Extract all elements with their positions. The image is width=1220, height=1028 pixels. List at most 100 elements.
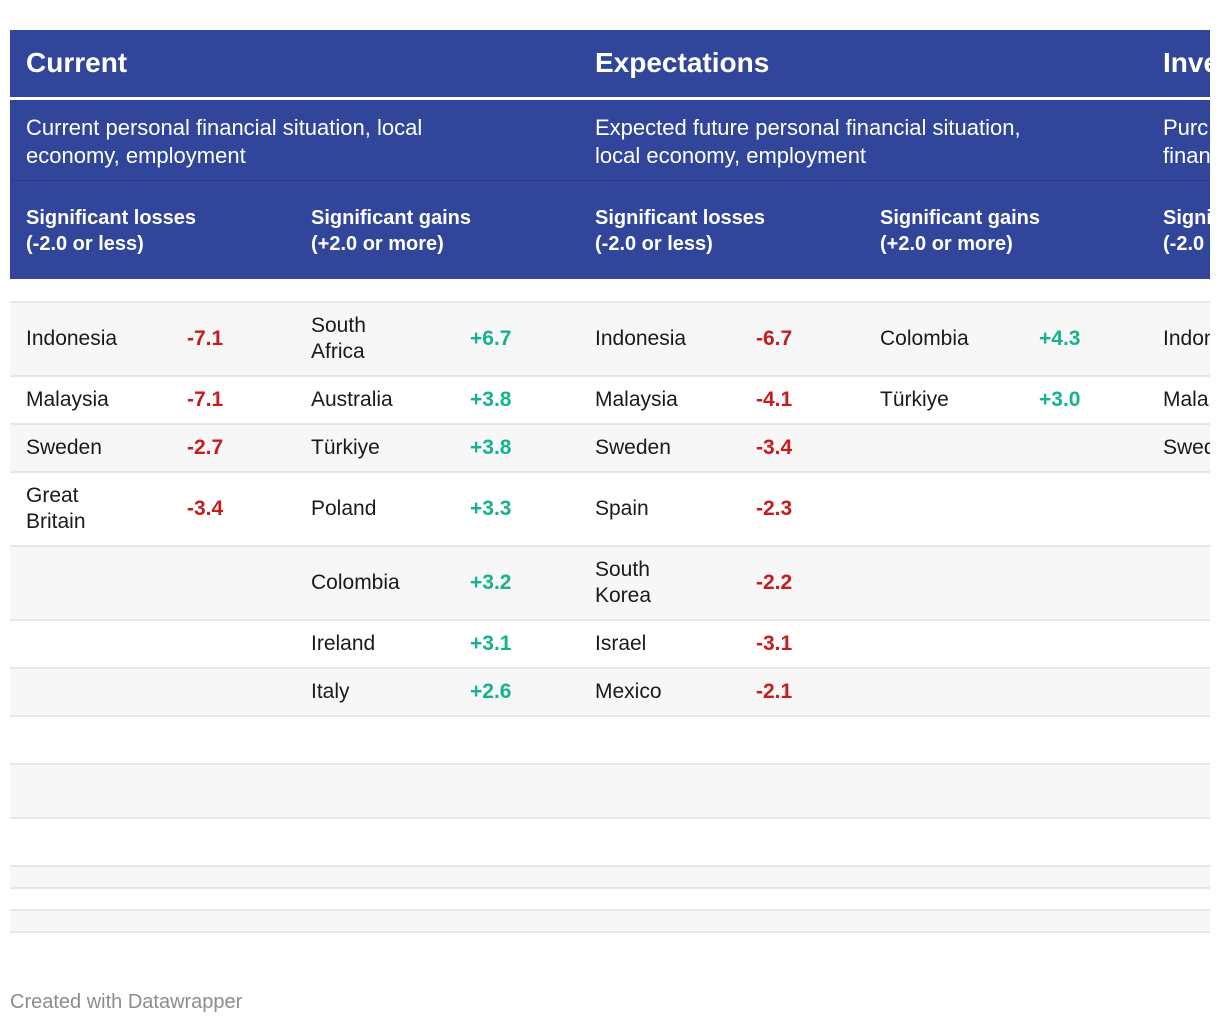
subtitle-line: Purc	[1163, 115, 1209, 140]
country-line: Swed	[1163, 436, 1210, 459]
country-label: Colombia	[311, 570, 400, 596]
country-label: Ireland	[311, 631, 375, 657]
value-label: +3.3	[470, 497, 512, 520]
column-header-line: (-2.0 or less)	[26, 233, 144, 255]
country-line: Malaysia	[26, 388, 109, 411]
country-label: Malaysia	[26, 387, 109, 413]
country-line: Korea	[595, 584, 652, 607]
country-label: Indonesia	[26, 326, 117, 352]
country-label: Indon	[1163, 326, 1210, 352]
value-label: +6.7	[470, 327, 512, 350]
value-label: +4.3	[1039, 327, 1081, 350]
country-label: Mala	[1163, 387, 1209, 413]
table-row: Ireland +3.1 Israel -3.1	[10, 621, 1210, 669]
subtitle-line: Expected future personal financial situa…	[595, 115, 1021, 140]
country-line: South	[311, 314, 366, 337]
empty-row	[10, 819, 1210, 867]
value-label: -6.7	[756, 327, 793, 350]
country-label: Italy	[311, 679, 350, 705]
country-line: Indonesia	[595, 327, 687, 350]
column-header-line: Signi	[1163, 207, 1210, 229]
column-header-current-losses: Significant losses (-2.0 or less)	[26, 205, 196, 257]
column-header-line: (+2.0 or more)	[311, 233, 444, 255]
country-line: Italy	[311, 680, 350, 703]
column-header-investment-losses: Signi (-2.0	[1163, 205, 1210, 257]
column-header-expect-gains: Significant gains (+2.0 or more)	[880, 205, 1040, 257]
empty-row	[10, 717, 1210, 765]
group-subtitle-current: Current personal financial situation, lo…	[26, 114, 422, 170]
subtitle-line: Current personal financial situation, lo…	[26, 115, 423, 140]
country-label: Poland	[311, 496, 376, 522]
value-label: -3.4	[187, 497, 224, 520]
group-header-row: Current Expectations Inve	[10, 30, 1210, 100]
country-line: Türkiye	[880, 388, 949, 411]
country-line: Mexico	[595, 680, 662, 703]
country-line: Australia	[311, 388, 393, 411]
value-label: -3.4	[756, 436, 793, 459]
country-label: Mexico	[595, 679, 662, 705]
column-header-current-gains: Significant gains (+2.0 or more)	[311, 205, 471, 257]
group-title-current: Current	[26, 47, 128, 78]
column-header-line: Significant losses	[595, 207, 766, 229]
country-label: Türkiye	[311, 435, 380, 461]
country-label: South Korea	[595, 557, 651, 609]
column-header-line: Significant gains	[880, 207, 1041, 229]
country-label: Great Britain	[26, 483, 86, 535]
value-label: -4.1	[756, 388, 793, 411]
table-row: Italy +2.6 Mexico -2.1	[10, 669, 1210, 717]
country-label: Swed	[1163, 435, 1210, 461]
subtitle-line: finan	[1163, 143, 1210, 168]
country-label: Malaysia	[595, 387, 678, 413]
country-line: Mala	[1163, 388, 1209, 411]
value-label: -2.7	[187, 436, 224, 459]
value-label: -7.1	[187, 388, 224, 411]
column-header-line: (-2.0	[1163, 233, 1205, 255]
country-label: Sweden	[595, 435, 671, 461]
empty-row	[10, 765, 1210, 819]
table-row: Sweden -2.7 Türkiye +3.8 Sweden -3.4 Swed	[10, 425, 1210, 473]
country-label: Colombia	[880, 326, 969, 352]
country-line: Colombia	[311, 571, 400, 594]
subtitle-line: economy, employment	[26, 143, 246, 168]
empty-row	[10, 867, 1210, 889]
subtitle-line: local economy, employment	[595, 143, 867, 168]
value-label: +3.2	[470, 571, 512, 594]
data-table: Current Expectations Inve Current person…	[10, 30, 1210, 933]
country-label: South Africa	[311, 313, 366, 365]
country-line: Spain	[595, 497, 649, 520]
table-row: Indonesia -7.1 South Africa +6.7 Indonesia -6.…	[10, 303, 1210, 377]
column-header-row: Significant losses (-2.0 or less) Signif…	[10, 181, 1210, 279]
value-label: -2.1	[756, 680, 793, 703]
country-line: Britain	[26, 510, 86, 533]
country-label: Indonesia	[595, 326, 686, 352]
country-line: Ireland	[311, 632, 376, 655]
value-label: -2.2	[756, 571, 793, 594]
country-line: Great	[26, 484, 79, 507]
group-subtitle-expectations: Expected future personal financial situa…	[595, 114, 1021, 170]
group-title-expectations: Expectations	[595, 47, 770, 78]
empty-row	[10, 911, 1210, 933]
country-line: Sweden	[26, 436, 102, 459]
group-subtitle-investment: Purc finan	[1163, 114, 1210, 170]
country-line: Poland	[311, 497, 377, 520]
country-label: Israel	[595, 631, 646, 657]
country-line: South	[595, 558, 650, 581]
country-line: Colombia	[880, 327, 969, 350]
column-header-expect-losses: Significant losses (-2.0 or less)	[595, 205, 765, 257]
country-line: Türkiye	[311, 436, 380, 459]
column-header-line: (+2.0 or more)	[880, 233, 1013, 255]
country-line: Indonesia	[26, 327, 118, 350]
value-label: -2.3	[756, 497, 793, 520]
column-header-line: (-2.0 or less)	[595, 233, 713, 255]
country-label: Spain	[595, 496, 649, 522]
value-label: +3.8	[470, 388, 512, 411]
country-line: Indon	[1163, 327, 1210, 350]
country-label: Türkiye	[880, 387, 949, 413]
value-label: +2.6	[470, 680, 512, 703]
country-label: Sweden	[26, 435, 102, 461]
value-label: +3.0	[1039, 388, 1081, 411]
header-spacer	[10, 279, 1210, 303]
empty-row	[10, 889, 1210, 911]
group-subtitle-row: Current personal financial situation, lo…	[10, 100, 1210, 181]
column-header-line: Significant gains	[311, 207, 472, 229]
